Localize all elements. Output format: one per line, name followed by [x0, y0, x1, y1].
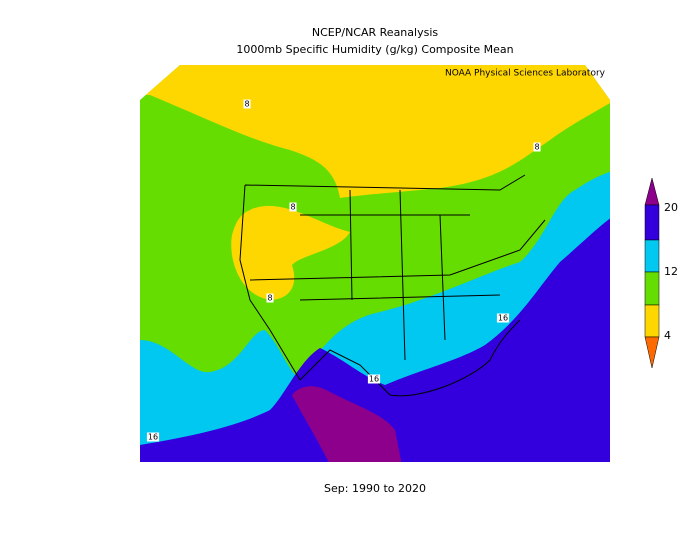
colorbar: [644, 177, 660, 369]
contour-label-box: [533, 142, 541, 152]
contour-label: 8: [290, 203, 295, 212]
region-yellow: [231, 205, 350, 300]
contour-label: 8: [267, 294, 272, 303]
contour-label-box: [243, 99, 251, 109]
credit: NOAA Physical Sciences Laboratory: [445, 69, 606, 79]
contour-label-box: [146, 432, 160, 442]
map: [140, 65, 610, 462]
contour-labels: 8 8 8 8 16 16 16: [146, 99, 541, 442]
contour-label-box: [496, 313, 510, 323]
contour-label-box: [266, 293, 274, 303]
region-purple: [292, 386, 402, 462]
colorbar-swatch: [644, 271, 660, 306]
colorbar-label: 20: [664, 201, 678, 214]
title-line: NCEP/NCAR Reanalysis: [312, 26, 438, 39]
contour-label-box: [289, 202, 297, 212]
boundaries: [239, 174, 546, 397]
region-yellow: [140, 65, 610, 198]
footer: Sep: 1990 to 2020: [324, 482, 426, 495]
contour-label: 8: [534, 143, 539, 152]
contour-label: 16: [369, 375, 379, 384]
contour-label: 8: [244, 100, 249, 109]
title-line: 1000mb Specific Humidity (g/kg) Composit…: [236, 43, 513, 56]
colorbar-swatch: [644, 204, 660, 241]
contour-label: 16: [498, 314, 508, 323]
colorbar-label: 12: [664, 265, 678, 278]
region-blue: [140, 215, 610, 462]
colorbar-label: 4: [664, 329, 671, 342]
colorbar-swatch: [644, 304, 660, 338]
contour-label-box: [367, 374, 381, 384]
contour-label: 16: [148, 433, 158, 442]
colorbar-cap: [644, 336, 660, 369]
colorbar-swatch: [644, 239, 660, 273]
colorbar-cap: [644, 177, 660, 206]
